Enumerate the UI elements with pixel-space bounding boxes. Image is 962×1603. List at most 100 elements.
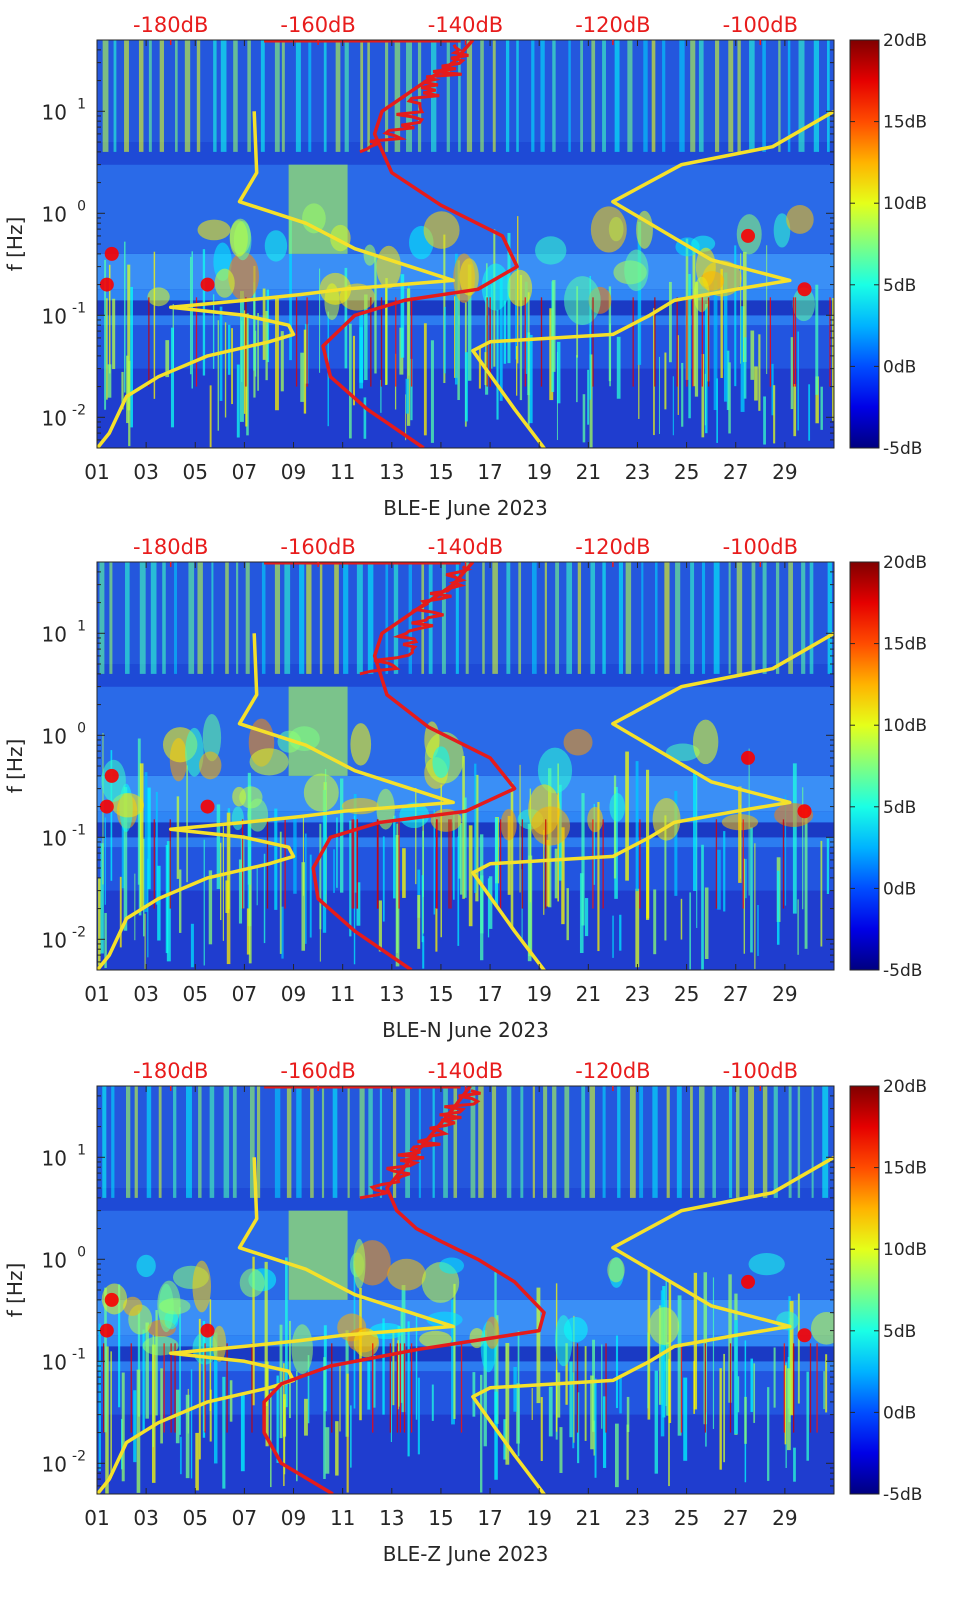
heatmap-column xyxy=(701,354,705,438)
heatmap-band xyxy=(97,562,834,664)
heatmap-hf-column xyxy=(124,40,129,152)
heatmap-column xyxy=(353,815,356,965)
heatmap-hf-column xyxy=(126,1086,131,1198)
heatmap-hf-column xyxy=(368,1086,373,1198)
heatmap-column xyxy=(166,841,171,962)
heatmap-column xyxy=(222,1376,226,1489)
top-axis-label: -180dB xyxy=(133,13,208,37)
heatmap-column xyxy=(152,1334,154,1448)
heatmap-column xyxy=(303,329,307,414)
heatmap-impulse xyxy=(251,1343,253,1433)
heatmap-band xyxy=(97,1414,834,1494)
heatmap-column xyxy=(160,1368,163,1444)
heatmap-blob xyxy=(748,1252,785,1276)
colorbar-tick-label: 15dB xyxy=(883,635,927,655)
heatmap-column xyxy=(590,1375,594,1450)
heatmap-band xyxy=(97,890,834,970)
heatmap-column xyxy=(133,1390,137,1463)
heatmap-impulse xyxy=(195,297,198,387)
heatmap-hf-column xyxy=(158,1086,162,1198)
heatmap-column xyxy=(565,1343,568,1405)
heatmap-column xyxy=(750,827,753,953)
heatmap-column xyxy=(121,817,125,889)
heatmap-hf-column xyxy=(690,1086,693,1198)
heatmap-column xyxy=(240,1393,245,1472)
heatmap-column xyxy=(300,352,305,402)
heatmap-column xyxy=(557,1372,561,1418)
heatmap-column xyxy=(104,1287,107,1433)
heatmap-column xyxy=(510,782,514,930)
heatmap-hotspot xyxy=(104,246,119,261)
heatmap-impulse xyxy=(701,297,703,387)
heatmap-column xyxy=(584,898,589,937)
heatmap-impulse xyxy=(380,297,383,387)
heatmap-column xyxy=(505,1343,510,1465)
heatmap-column xyxy=(654,1370,658,1474)
heatmap-column xyxy=(142,1329,145,1432)
heatmap-blob xyxy=(142,1336,179,1356)
heatmap-column xyxy=(480,1374,483,1493)
heatmap-column xyxy=(336,817,338,888)
heatmap-column xyxy=(625,751,629,881)
heatmap-blob xyxy=(459,258,479,296)
heatmap-column xyxy=(680,898,683,940)
heatmap-hf-column xyxy=(392,1086,397,1198)
heatmap-column xyxy=(246,313,249,436)
top-axis-label: -160dB xyxy=(280,13,355,37)
heatmap-column xyxy=(190,1369,193,1479)
heatmap-column xyxy=(106,298,108,400)
top-axis-label: -100dB xyxy=(723,13,798,37)
heatmap-column xyxy=(410,358,413,421)
heatmap-hf-column xyxy=(441,562,446,674)
y-tick-label: 10 xyxy=(42,1248,67,1272)
x-tick-label: 13 xyxy=(379,460,404,484)
heatmap-column xyxy=(243,310,246,414)
heatmap-hf-column xyxy=(360,40,364,152)
heatmap-column xyxy=(601,1344,603,1429)
heatmap-column xyxy=(433,809,436,915)
heatmap-hf-column xyxy=(332,1086,338,1198)
heatmap-column xyxy=(797,331,799,431)
y-tick-label: 10 xyxy=(42,622,67,646)
heatmap-column xyxy=(457,836,460,946)
x-tick-label: 23 xyxy=(625,460,650,484)
heatmap-impulse xyxy=(794,297,797,387)
heatmap-hf-column xyxy=(310,1086,314,1198)
high-noise-model-line xyxy=(471,631,834,970)
heatmap-column xyxy=(593,803,595,885)
heatmap-impulse xyxy=(707,297,710,387)
heatmap-column xyxy=(126,355,129,424)
heatmap-blob xyxy=(399,802,430,829)
heatmap-blob xyxy=(810,1312,834,1345)
heatmap-column xyxy=(664,352,667,410)
heatmap-hf-column xyxy=(762,40,766,152)
heatmap-column xyxy=(349,820,352,937)
heatmap-column xyxy=(209,1389,212,1442)
heatmap-column xyxy=(323,1357,326,1479)
heatmap-column xyxy=(705,304,708,434)
heatmap-blob xyxy=(291,1324,313,1374)
heatmap-blob xyxy=(439,1257,465,1274)
heatmap-hf-column xyxy=(749,40,755,152)
heatmap-hf-column xyxy=(482,562,485,674)
heatmap-column xyxy=(696,776,698,928)
heatmap-column xyxy=(222,826,224,941)
heatmap-blob xyxy=(350,723,372,766)
median-psd-hf-line xyxy=(359,565,473,676)
heatmap-column xyxy=(619,1374,622,1414)
heatmap-impulse xyxy=(372,1343,374,1433)
heatmap-hf-column xyxy=(532,1086,535,1198)
heatmap-hf-column xyxy=(148,40,152,152)
heatmap-hf-column xyxy=(564,1086,570,1198)
heatmap-impulse xyxy=(204,1343,206,1433)
x-tick-label: 13 xyxy=(379,1506,404,1530)
heatmap-column xyxy=(820,840,823,947)
heatmap-column xyxy=(528,334,533,424)
heatmap-column xyxy=(238,859,243,924)
heatmap-column xyxy=(301,862,306,951)
heatmap-column xyxy=(185,1394,190,1479)
heatmap-blob xyxy=(691,235,716,252)
colorbar-tick-label: 20dB xyxy=(883,553,927,573)
heatmap-band xyxy=(97,1086,834,1188)
